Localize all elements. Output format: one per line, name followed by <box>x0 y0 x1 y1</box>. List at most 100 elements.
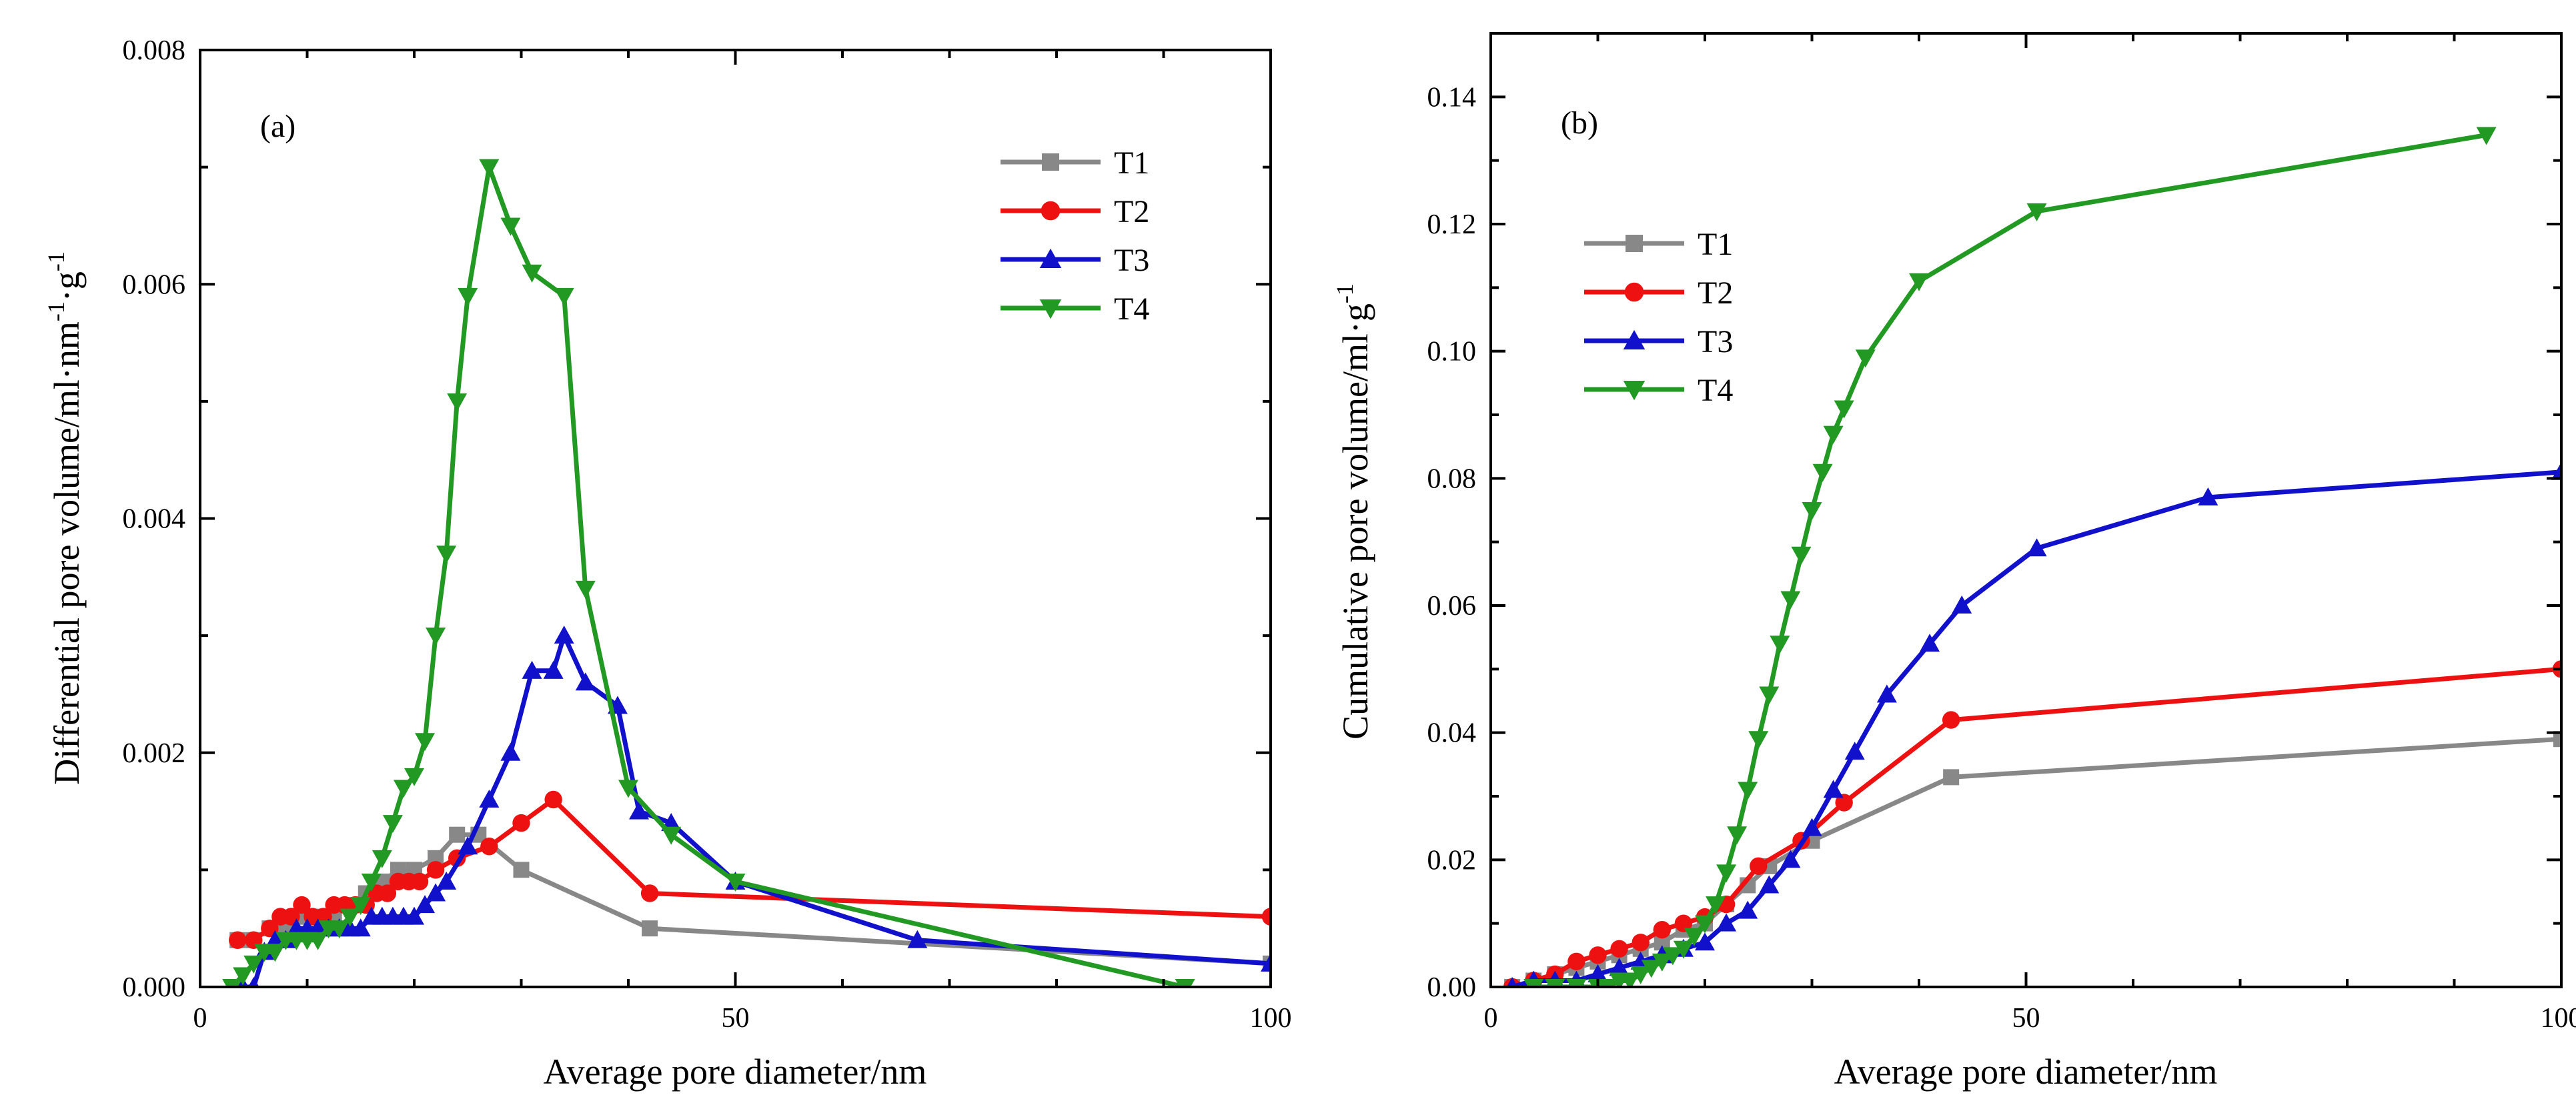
panel-a-series-t3-point <box>247 977 259 987</box>
panel-b-series-t4-point <box>1727 826 1748 845</box>
panel-a-series-t4-point <box>661 826 682 845</box>
panel-a-series-t3-point <box>543 660 564 679</box>
panel-a-series-t3-point <box>554 626 574 644</box>
panel-b-series-t2-point <box>1610 940 1628 958</box>
panel-b-series-t2-point <box>1589 946 1607 964</box>
panel-a-series-t1-point <box>513 862 530 878</box>
panel-a-series-t3-point <box>458 836 478 855</box>
panel-b-y-tick-label: 0.04 <box>1427 718 1477 749</box>
panel-a-series-t2-point <box>1261 908 1271 926</box>
panel-b-series-t4-point <box>1523 979 1544 987</box>
panel-a-series-t3-point <box>575 672 596 691</box>
panel-b-series-t2-point <box>1674 914 1693 932</box>
panel-b-series-t4-point <box>1770 636 1790 654</box>
panel-b-label: (b) <box>1561 105 1598 141</box>
panel-b-series-t4-point <box>1759 686 1780 705</box>
panel-a-series-t2-point <box>640 884 659 902</box>
panel-b-y-tick-label: 0.06 <box>1427 591 1477 622</box>
panel-a-series-t4-point <box>522 264 542 283</box>
panel-a-series-t2-point <box>228 931 247 949</box>
panel-b-series-t4-point <box>1706 896 1726 915</box>
panel-b-series-t3-point <box>1506 977 1518 987</box>
panel-a-series-t4-point <box>618 780 638 798</box>
panel-b-series-t3-point <box>1802 818 1822 836</box>
panel-b-series-t1-point <box>1943 769 1960 786</box>
panel-a-x-tick-label: 0 <box>193 1003 207 1034</box>
panel-b-x-tick-label: 50 <box>2012 1003 2040 1034</box>
panel-a-series-t4-point <box>415 733 436 752</box>
panel-b-series-t4-point <box>1598 979 1619 987</box>
panel-b-series <box>1503 127 2561 987</box>
panel-b-series-t4-point <box>2476 127 2497 145</box>
panel-b-y-tick-label: 0.02 <box>1427 845 1477 876</box>
panel-a-series-t3-point <box>404 906 424 925</box>
panel-a-legend-t2-label: T2 <box>1114 194 1149 229</box>
panel-a-legend-t1-marker <box>1042 153 1059 171</box>
panel-a-series-t4-point <box>479 159 500 177</box>
panel-b-legend-t4-label: T4 <box>1698 373 1733 408</box>
panel-b-series-t4-point <box>1738 782 1758 800</box>
panel-a-y-tick-label: 0.006 <box>123 269 186 300</box>
panel-b-legend: T1 T2 T3 T4 <box>1584 227 1733 408</box>
panel-b-series-t2-point <box>1567 952 1585 971</box>
panel-a-y-axis-title-sup1: -1 <box>43 301 69 321</box>
panel-b-series-t2-point <box>1632 934 1650 952</box>
panel-a-axis-ticks: 0 50 100 0.000 0.002 0.004 0.006 0.008 <box>123 35 1292 1034</box>
panel-a-y-tick-label: 0.002 <box>123 738 186 769</box>
panel-b-y-axis-title-main: Cumulative pore volume/ml·g <box>1335 303 1375 740</box>
panel-a-legend-t3-label: T3 <box>1114 243 1149 278</box>
panel-a-x-tick-label: 50 <box>722 1003 750 1034</box>
panel-a-series-t3-point <box>629 801 650 820</box>
panel-a-legend-t3-marker <box>1039 248 1062 268</box>
panel-a-series-t4-point <box>458 287 478 306</box>
panel-a-series-t4-point <box>372 850 392 868</box>
panel-a-series-t2-point <box>426 861 445 879</box>
panel-b-y-axis-title-sup1: -1 <box>1331 283 1358 303</box>
panel-a-series-t4-point <box>554 287 574 306</box>
panel-a-series-t2-point <box>410 872 429 891</box>
panel-a-series-t4-point <box>340 908 360 927</box>
panel-b-series-t4-point <box>1620 972 1640 987</box>
panel-b-series-t2-line <box>1511 666 2561 987</box>
panel-a-series-t2-point <box>544 790 562 809</box>
panel-b-series-t4-point <box>1855 349 1876 368</box>
panel-b-series-t4-point <box>1630 966 1651 984</box>
panel-a-series-t4-point <box>436 545 457 564</box>
chart-panel-b: 0 50 100 0.00 0.02 0.04 0.06 0.08 0.10 0.12 0.14 (… <box>1331 32 2576 1092</box>
panel-b-axis-ticks: 0 50 100 0.00 0.02 0.04 0.06 0.08 0.10 0.12 0.14 <box>1427 32 2576 1034</box>
panel-a-x-tick-label: 100 <box>1250 1003 1292 1034</box>
panel-b-series-t4-point <box>1641 960 1662 978</box>
panel-a-series-t4-point <box>404 768 424 786</box>
panel-b-series-t4-point <box>1780 591 1801 610</box>
panel-a-series-t4-point <box>447 393 468 411</box>
panel-b-series-t4-point <box>1673 940 1694 959</box>
panel-b-series-t1-point <box>2553 731 2561 748</box>
panel-b-series-t4-point <box>1684 928 1704 946</box>
panel-b-series-t4-point <box>1652 953 1672 972</box>
chart-panel-a: 0 50 100 0.000 0.002 0.004 0.006 0.008 (a) Aver… <box>43 35 1292 1092</box>
panel-b-series-t3-point <box>1716 913 1737 932</box>
panel-b-series-t4-point <box>1834 400 1854 419</box>
panel-a-series-t4-point <box>222 979 243 987</box>
panel-a-y-tick-label: 0.000 <box>123 972 186 1003</box>
panel-a-series-t4-point <box>243 955 264 974</box>
panel-b-legend-t2-marker <box>1624 282 1644 302</box>
panel-b-legend-t1-label: T1 <box>1698 227 1733 262</box>
panel-b-series-t2-point <box>1942 711 1960 729</box>
panel-b-series-t3-point <box>1759 875 1780 894</box>
panel-a-series-t3-point <box>500 742 521 761</box>
panel-b-series-t3-point <box>1738 900 1758 919</box>
panel-b-series-t3-point <box>2026 538 2047 557</box>
panel-a-series-t4-point <box>361 873 382 892</box>
panel-a-series-t2-point <box>293 896 311 914</box>
panel-b-series-t4-point <box>1791 546 1812 565</box>
panel-b-series-t3-point <box>1609 958 1630 976</box>
panel-b-legend-t2-label: T2 <box>1698 275 1733 311</box>
panel-a-legend-t1-label: T1 <box>1114 145 1149 181</box>
panel-a-y-tick-label: 0.008 <box>123 35 186 66</box>
panel-a-series-t4-point <box>725 873 746 892</box>
panel-a-series <box>222 159 1271 987</box>
panel-b-x-axis-title: Average pore diameter/nm <box>1834 1052 2218 1092</box>
panel-a-y-axis-title: Differential pore volume/ml·nm-1·g-1 <box>43 251 87 785</box>
